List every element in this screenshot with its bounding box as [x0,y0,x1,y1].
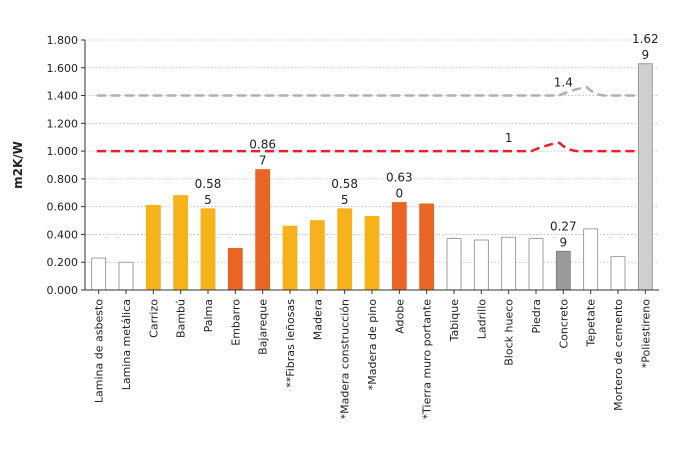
y-tick-label: 1.200 [47,117,79,130]
x-tick-label: Concreto [557,299,570,349]
bar-data-label: 7 [259,154,267,168]
y-axis-ticks: 0.000 0.200 0.400 0.600 0.800 1.000 1.200 1.400… [47,34,85,297]
bar [91,257,107,291]
y-tick-label: 1.600 [47,62,79,75]
bar-data-label: 0.27 [550,219,577,233]
bar [255,169,271,291]
bar [528,238,544,291]
bar-data-label: 5 [204,193,212,207]
bars [91,63,653,291]
bar [391,202,407,291]
y-tick-label: 0.200 [47,256,79,269]
bar-data-label: 0.58 [195,177,222,191]
x-tick-label: *Poliestireno [639,299,652,368]
bar [118,261,134,291]
x-tick-label: Adobe [393,299,406,334]
bar [227,247,243,291]
x-tick-label: Bajareque [257,299,270,355]
y-axis-label: m2K/W [11,141,25,189]
x-tick-label: Mortero de cemento [612,299,625,411]
bar [173,195,189,291]
bar [555,250,571,291]
x-tick-label: Palma [202,299,215,332]
reference-lines: 1.41 [97,76,647,153]
y-tick-label: 0.800 [47,173,79,186]
bar-data-label: 9 [642,48,650,62]
bar [282,225,298,291]
x-tick-label: *Madera de pino [366,299,379,390]
y-tick-label: 0.000 [47,284,79,297]
x-tick-label: Madera [311,299,324,340]
bar-data-label: 0.58 [331,177,358,191]
y-tick-label: 1.800 [47,34,79,47]
x-tick-label: *Tierra muro portante [421,299,434,420]
x-tick-label: Tepetate [585,299,598,348]
bar-labels: 0.58 5 0.86 7 0.58 5 0.63 0 0.27 9 1.62 9 [195,32,659,250]
x-tick-label: *Madera construcción [339,299,352,419]
bar [501,236,517,291]
x-tick-label: Lamina de asbesto [93,299,106,403]
bar [200,208,216,291]
bar [145,204,161,291]
reference-line [97,85,647,97]
bar [419,203,435,291]
y-tick-label: 0.600 [47,201,79,214]
x-tick-label: Bambú [175,299,188,338]
bar [364,215,380,291]
y-tick-label: 1.400 [47,90,79,103]
reference-line-label: 1.4 [554,76,573,90]
x-tick-label: Embarro [229,299,242,346]
y-tick-label: 1.000 [47,145,79,158]
x-tick-label: **Fibras leñosas [284,299,297,388]
bar [337,208,353,291]
x-tick-label: Ladrillo [475,299,488,340]
x-tick-label: Carrizo [147,299,160,338]
bar [583,228,599,291]
x-axis-ticks: Lamina de asbesto Lamina metálica Carrizo B… [93,290,652,420]
bar-data-label: 0.86 [249,138,276,152]
reference-line-label: 1 [505,131,513,145]
bar [473,239,489,291]
bar-data-label: 5 [341,193,349,207]
bar-data-label: 0 [396,187,404,201]
bar [610,256,626,291]
reference-line [97,141,647,153]
bar [309,220,325,291]
y-tick-label: 0.400 [47,228,79,241]
bar-data-label: 1.62 [632,32,659,46]
x-tick-label: Block hueco [503,299,516,366]
bar [446,238,462,291]
x-tick-label: Piedra [530,299,543,333]
x-tick-label: Lamina metálica [120,299,133,390]
bar-data-label: 9 [560,235,568,249]
bar [637,63,653,291]
bar-data-label: 0.63 [386,171,413,185]
x-tick-label: Tabique [448,299,461,343]
